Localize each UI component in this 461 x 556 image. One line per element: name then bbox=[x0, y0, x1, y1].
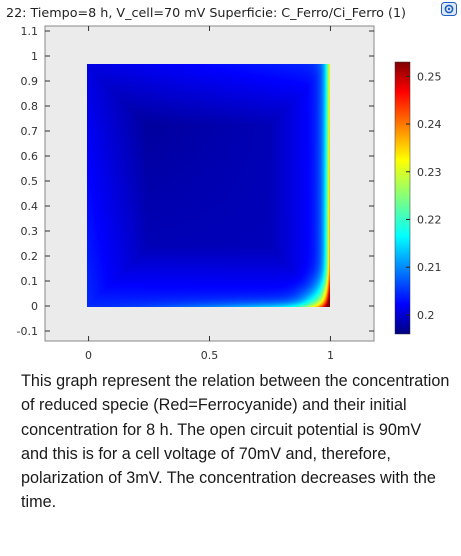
figure: 22: Tiempo=8 h, V_cell=70 mV Superficie:… bbox=[6, 6, 442, 362]
heatmap-surface bbox=[87, 64, 330, 307]
y-tick-label: 0.5 bbox=[21, 175, 39, 188]
colorbar-tick-label: 0.2 bbox=[417, 309, 435, 322]
y-tick-label: 1.1 bbox=[21, 25, 39, 38]
colorbar-axis: 0.2 0.21 0.22 0.23 0.24 0.25 bbox=[406, 70, 442, 322]
y-tick-label: 0 bbox=[31, 300, 38, 313]
y-tick-label: 0.9 bbox=[21, 75, 39, 88]
x-tick-label: 1 bbox=[327, 349, 334, 362]
y-tick-label: 0.6 bbox=[21, 150, 39, 163]
y-tick-label: 0.4 bbox=[21, 200, 39, 213]
y-tick-label: 0.8 bbox=[21, 100, 39, 113]
y-tick-label: 0.3 bbox=[21, 225, 39, 238]
x-tick-label: 0 bbox=[85, 349, 92, 362]
colorbar-tick-label: 0.21 bbox=[417, 261, 442, 274]
colorbar-tick-label: 0.22 bbox=[417, 213, 442, 226]
comsol-logo-icon[interactable] bbox=[441, 2, 457, 16]
y-axis: -0.1 0 0.1 0.2 0.3 0.4 0.5 0.6 0.7 0.8 0.9 1 1.1 bbox=[17, 25, 374, 338]
y-tick-label: 1 bbox=[31, 50, 38, 63]
x-tick-label: 0.5 bbox=[201, 349, 219, 362]
x-axis: 0 0.5 1 bbox=[85, 26, 334, 362]
plot-title: 22: Tiempo=8 h, V_cell=70 mV Superficie:… bbox=[6, 6, 406, 20]
colorbar-tick-label: 0.25 bbox=[417, 70, 442, 83]
colorbar bbox=[394, 61, 411, 335]
caption-text: This graph represent the relation betwee… bbox=[21, 372, 450, 512]
y-tick-label: -0.1 bbox=[17, 325, 38, 338]
colorbar-tick-label: 0.23 bbox=[417, 166, 442, 179]
y-tick-label: 0.7 bbox=[21, 125, 39, 138]
colorbar-tick-label: 0.24 bbox=[417, 118, 442, 131]
y-tick-label: 0.2 bbox=[21, 250, 39, 263]
y-tick-label: 0.1 bbox=[21, 275, 39, 288]
